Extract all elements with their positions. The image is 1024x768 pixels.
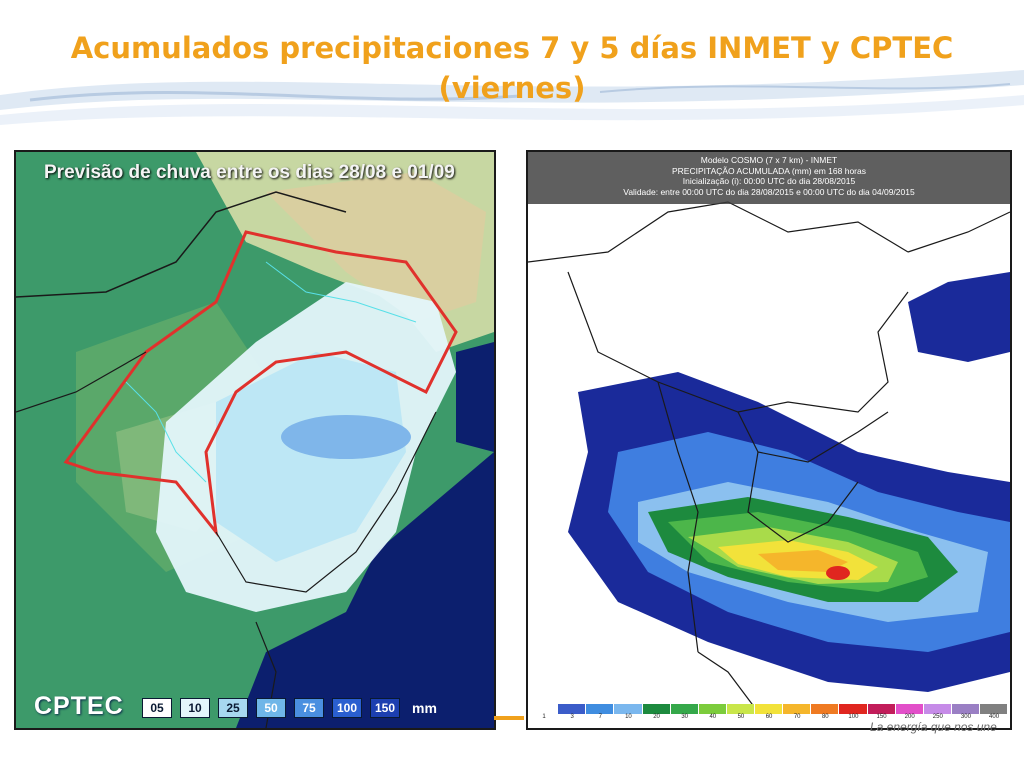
- inmet-legend-swatch: [726, 704, 755, 714]
- inmet-cosmo-precip-map: Modelo COSMO (7 x 7 km) - INMET PRECIPIT…: [526, 150, 1012, 730]
- cptec-legend-item: 05: [142, 698, 172, 718]
- inmet-legend-swatch: [980, 704, 1009, 714]
- cptec-legend-item: 100: [332, 698, 362, 718]
- inmet-legend-tick: 400: [989, 714, 1000, 720]
- title-line-2: (viernes): [438, 71, 586, 105]
- inmet-legend-swatch: [558, 704, 587, 714]
- inmet-legend-swatch: [670, 704, 699, 714]
- cptec-legend-unit: mm: [412, 700, 437, 716]
- inmet-legend: 1 3 7 10 20 30 40 50 60 70 80 100 150 200 250 300 400: [530, 704, 1009, 726]
- inmet-legend-tick: 100: [848, 714, 859, 720]
- cptec-legend-item: 75: [294, 698, 324, 718]
- inmet-legend-swatch: [895, 704, 924, 714]
- inmet-legend-tick: 20: [653, 714, 660, 720]
- inmet-legend-swatch: [586, 704, 615, 714]
- inmet-legend-tick: 30: [681, 714, 689, 720]
- inmet-legend-swatch: [614, 704, 643, 714]
- cptec-legend-item: 25: [218, 698, 248, 718]
- inmet-header-variable: PRECIPITAÇÃO ACUMULADA (mm) em 168 horas: [672, 165, 866, 176]
- inmet-legend-tick: 80: [821, 714, 829, 720]
- inmet-legend-swatch: [530, 704, 559, 714]
- inmet-legend-swatch: [811, 704, 840, 714]
- inmet-legend-swatch: [923, 704, 952, 714]
- cptec-legend-item: 150: [370, 698, 400, 718]
- inmet-legend-swatch: [867, 704, 896, 714]
- inmet-legend-swatch: [783, 704, 812, 714]
- inmet-legend-swatch: [839, 704, 868, 714]
- inmet-header-validity: Validade: entre 00:00 UTC do dia 28/08/2…: [623, 186, 915, 197]
- inmet-legend-tick: 250: [932, 714, 943, 720]
- cptec-legend-item: 10: [180, 698, 210, 718]
- cptec-legend: 05 10 25 50 75 100 150 mm: [142, 698, 437, 718]
- inmet-legend-tick: 300: [960, 714, 971, 720]
- cptec-rain-forecast-map: Previsão de chuva entre os dias 28/08 e …: [14, 150, 496, 730]
- inmet-legend-tick: 70: [793, 714, 801, 720]
- cptec-map-graphic: [16, 152, 494, 728]
- inmet-legend-tick: 7: [598, 714, 602, 720]
- inmet-legend-swatch: [755, 704, 784, 714]
- inmet-legend-swatch: [698, 704, 727, 714]
- cptec-legend-item: 50: [256, 698, 286, 718]
- footer-tagline: La energía que nos une: [870, 720, 997, 734]
- cptec-logo: CPTEC: [34, 692, 124, 720]
- inmet-legend-colorbar: [530, 704, 1009, 714]
- inmet-legend-tick: 3: [570, 714, 574, 720]
- inmet-map-graphic: [528, 152, 1010, 728]
- inmet-legend-swatch: [642, 704, 671, 714]
- title-line-1: Acumulados precipitaciones 7 y 5 días IN…: [70, 31, 954, 65]
- inmet-map-header: Modelo COSMO (7 x 7 km) - INMET PRECIPIT…: [528, 152, 1010, 204]
- inmet-legend-tick: 150: [876, 714, 887, 720]
- inmet-legend-tick: 60: [765, 714, 773, 720]
- cptec-map-title: Previsão de chuva entre os dias 28/08 e …: [44, 162, 455, 183]
- inmet-legend-tick: 40: [709, 714, 717, 720]
- slide-title: Acumulados precipitaciones 7 y 5 días IN…: [0, 28, 1024, 108]
- inmet-legend-tick: 50: [737, 714, 745, 720]
- inmet-legend-tick: 200: [904, 714, 915, 720]
- inmet-header-init: Inicialização (i): 00:00 UTC do dia 28/0…: [682, 176, 856, 186]
- header-swoosh: [0, 70, 1024, 125]
- inmet-legend-tick: 10: [625, 714, 632, 720]
- inmet-header-model: Modelo COSMO (7 x 7 km) - INMET: [700, 155, 838, 165]
- inmet-legend-tick: 1: [542, 714, 546, 720]
- inmet-legend-swatch: [951, 704, 980, 714]
- inmet-legend-ticks: 1 3 7 10 20 30 40 50 60 70 80 100 150 200 250 300 400: [530, 714, 1008, 724]
- footer-accent-line: [494, 716, 524, 720]
